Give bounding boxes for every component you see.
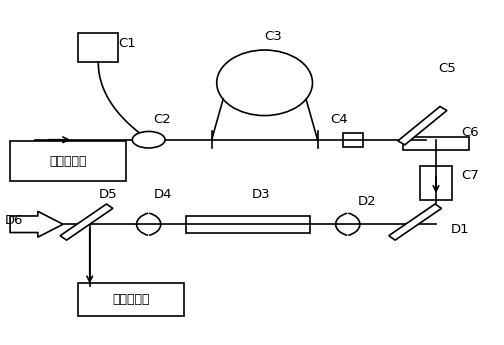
Text: D4: D4 (154, 188, 172, 201)
Text: C4: C4 (330, 112, 348, 126)
Polygon shape (389, 204, 442, 240)
Text: C1: C1 (118, 37, 136, 50)
Text: C6: C6 (461, 126, 479, 139)
Text: D1: D1 (451, 223, 470, 236)
Bar (419, 166, 452, 200)
Text: D6: D6 (5, 214, 24, 227)
Polygon shape (398, 107, 447, 145)
Bar (10, 141, 126, 181)
Text: C2: C2 (154, 112, 171, 126)
Bar (403, 137, 469, 150)
Bar (186, 216, 310, 233)
Text: D5: D5 (98, 188, 117, 201)
Text: D3: D3 (252, 188, 271, 201)
Text: 放大器输入: 放大器输入 (49, 155, 87, 168)
Text: 放大器输出: 放大器输出 (112, 293, 150, 306)
Text: C5: C5 (438, 62, 456, 76)
Bar (78, 33, 118, 62)
Text: C3: C3 (265, 30, 282, 43)
Bar (78, 283, 184, 316)
Bar (343, 133, 363, 147)
Text: D2: D2 (358, 195, 376, 208)
Text: C7: C7 (461, 169, 479, 183)
Polygon shape (60, 204, 113, 240)
Ellipse shape (132, 131, 165, 148)
